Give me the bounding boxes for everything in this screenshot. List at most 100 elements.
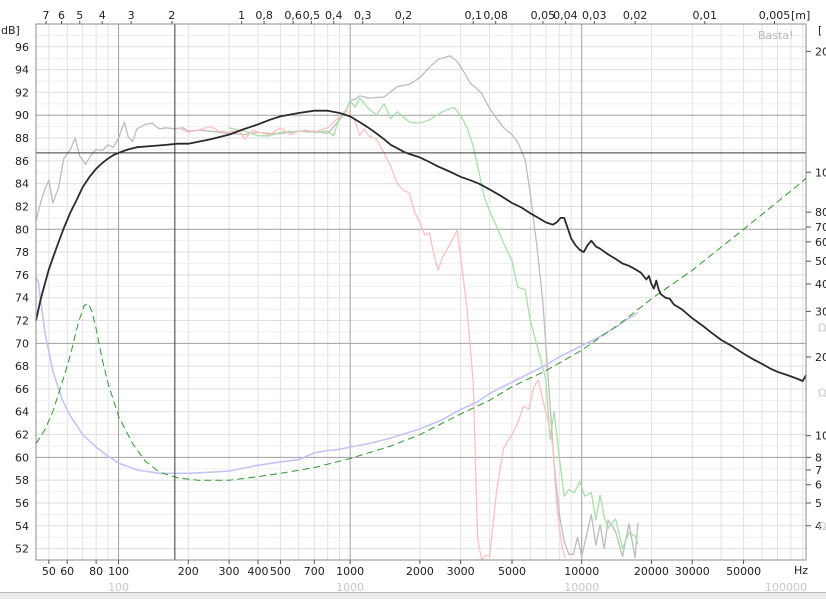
left-db-axis: 52 54 56 58 60 62 64 66 68 70 72 74 76 78 80 82 84 86 88 90… — [15, 41, 29, 556]
y-tick-label: 52 — [15, 543, 29, 556]
right-axis-bracket: [ — [818, 24, 822, 37]
top-tick-label: 0,08 — [483, 9, 508, 22]
top-tick-label: 0,02 — [623, 9, 648, 22]
x-tick-label: 20000 — [634, 565, 669, 578]
top-tick-label: 0,01 — [693, 9, 718, 22]
right-tick-label: 30 — [815, 305, 826, 318]
x-tick-label: 10000 — [564, 565, 599, 578]
right-tick-label: 70 — [815, 221, 826, 234]
right-tick-label: 7 — [815, 464, 822, 477]
top-tick-label: 0,8 — [255, 9, 273, 22]
x-faint-decade-label: 100 — [108, 581, 129, 594]
x-tick-label: 60 — [60, 565, 74, 578]
x-tick-label: 50 — [42, 565, 56, 578]
right-tick-label: 50 — [815, 255, 826, 268]
top-tick-label: 0,04 — [553, 9, 578, 22]
y-tick-label: 80 — [15, 223, 29, 236]
y-tick-label: 84 — [15, 178, 29, 191]
x-tick-label: 30000 — [675, 565, 710, 578]
grid-minor — [36, 24, 806, 560]
y-tick-label: 64 — [15, 406, 29, 419]
right-tick-label: 40 — [815, 278, 826, 291]
series-red_off60 — [177, 110, 567, 561]
y-tick-label: 72 — [15, 315, 29, 328]
x-faint-decade-label: 100000 — [765, 581, 807, 594]
series-response_main — [35, 109, 807, 382]
y-tick-label: 54 — [15, 520, 29, 533]
right-tick-label: 6 — [815, 479, 822, 492]
right-tick-label: 200 — [815, 45, 826, 58]
right-faint-ohm-label: Ω — [818, 321, 826, 334]
bottom-frequency-axis: 50 60 80 100 200 300 400 500 700 1000 2000 3000 5000… — [42, 560, 807, 594]
x-tick-label: 80 — [89, 565, 103, 578]
right-tick-label: 60 — [815, 236, 826, 249]
right-tick-label: 100 — [815, 166, 826, 179]
right-faint-ohm-label: Ω — [818, 520, 826, 533]
y-tick-label: 58 — [15, 474, 29, 487]
top-tick-label: 2 — [168, 9, 175, 22]
top-tick-label: 0,4 — [325, 9, 343, 22]
top-tick-label: 5 — [76, 9, 83, 22]
y-tick-label: 68 — [15, 360, 29, 373]
x-tick-label: 100 — [108, 565, 129, 578]
watermark-basta: Basta! — [758, 29, 793, 42]
top-tick-label: 0,2 — [395, 9, 413, 22]
x-tick-label: 700 — [304, 565, 325, 578]
right-impedance-axis: 200100807060504030201087654ΩΩΩ — [806, 45, 826, 533]
right-tick-label: 80 — [815, 206, 826, 219]
x-faint-decade-label: 1000 — [336, 581, 364, 594]
x-tick-label: 3000 — [447, 565, 475, 578]
top-tick-label: 4 — [99, 9, 106, 22]
x-tick-label: 50000 — [726, 565, 761, 578]
x-tick-label: 500 — [270, 565, 291, 578]
y-axis-label: dB] — [1, 24, 20, 37]
y-tick-label: 62 — [15, 429, 29, 442]
y-tick-label: 60 — [15, 451, 29, 464]
x-tick-label: 200 — [178, 565, 199, 578]
top-tick-label: 6 — [58, 9, 65, 22]
right-tick-label: 20 — [815, 351, 826, 364]
top-tick-label: 1 — [238, 9, 245, 22]
y-tick-label: 94 — [15, 64, 29, 77]
y-tick-label: 88 — [15, 132, 29, 145]
top-tick-label: 3 — [128, 9, 135, 22]
y-tick-label: 82 — [15, 200, 29, 213]
top-distance-axis: 7 6 5 4 3 2 1 0,8 0,6 0,5 0,4 0,3 0,2 0,1 0,08 0,050,04… — [43, 9, 791, 24]
x-axis-unit-hz: Hz — [794, 564, 808, 577]
y-tick-label: 90 — [15, 109, 29, 122]
x-tick-label: 2000 — [406, 565, 434, 578]
top-tick-label: 0,6 — [284, 9, 302, 22]
y-tick-label: 74 — [15, 292, 29, 305]
x-tick-label: 300 — [219, 565, 240, 578]
x-tick-label: 400 — [247, 565, 268, 578]
x-tick-label: 1000 — [336, 565, 364, 578]
top-tick-label: 0,5 — [303, 9, 321, 22]
series-impedance_model — [35, 177, 807, 481]
top-tick-label: 0,03 — [582, 9, 607, 22]
y-tick-label: 56 — [15, 497, 29, 510]
x-faint-decade-label: 10000 — [564, 581, 599, 594]
right-tick-label: 10 — [815, 430, 826, 443]
series-impedance_meas — [35, 276, 639, 475]
y-tick-label: 70 — [15, 337, 29, 350]
top-tick-label: 7 — [43, 9, 50, 22]
top-tick-label: 0,05 — [531, 9, 556, 22]
right-tick-label: 8 — [815, 451, 822, 464]
top-tick-label: 0,3 — [354, 9, 372, 22]
status-bar — [0, 592, 826, 599]
top-axis-unit: [m] — [791, 9, 810, 22]
top-tick-label: 0,005 — [759, 9, 791, 22]
y-tick-label: 86 — [15, 155, 29, 168]
x-tick-label: 5000 — [498, 565, 526, 578]
series-layer — [35, 55, 807, 561]
y-tick-label: 96 — [15, 41, 29, 54]
y-tick-label: 78 — [15, 246, 29, 259]
y-tick-label: 92 — [15, 86, 29, 99]
top-tick-label: 0,1 — [464, 9, 482, 22]
cursor-crosshair — [36, 24, 806, 560]
y-tick-label: 66 — [15, 383, 29, 396]
y-tick-label: 76 — [15, 269, 29, 282]
right-faint-ohm-label: Ω — [818, 386, 826, 399]
